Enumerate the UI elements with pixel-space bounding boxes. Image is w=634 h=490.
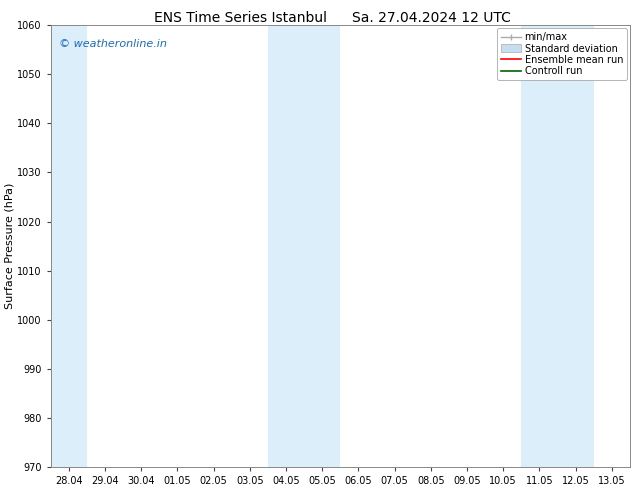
Bar — [521, 25, 593, 467]
Text: © weatheronline.in: © weatheronline.in — [60, 39, 167, 49]
Legend: min/max, Standard deviation, Ensemble mean run, Controll run: min/max, Standard deviation, Ensemble me… — [497, 28, 627, 80]
Text: ENS Time Series Istanbul: ENS Time Series Istanbul — [155, 11, 327, 25]
Text: Sa. 27.04.2024 12 UTC: Sa. 27.04.2024 12 UTC — [352, 11, 510, 25]
Y-axis label: Surface Pressure (hPa): Surface Pressure (hPa) — [4, 183, 14, 309]
Bar — [51, 25, 87, 467]
Bar — [268, 25, 340, 467]
